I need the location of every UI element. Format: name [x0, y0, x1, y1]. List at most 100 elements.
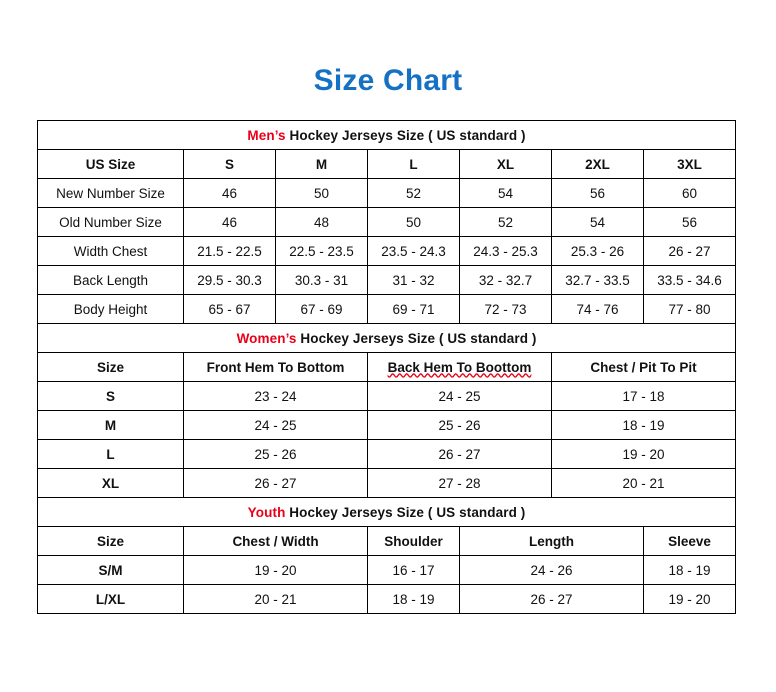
womens-cell: 23 - 24 — [183, 381, 368, 411]
mens-col-head-l: L — [367, 149, 460, 179]
mens-cell: 56 — [551, 178, 644, 208]
mens-cell: 23.5 - 24.3 — [367, 236, 460, 266]
size-chart-body: Men’s Hockey Jerseys Size ( US standard … — [36, 120, 737, 614]
mens-row-label: Body Height — [37, 294, 184, 324]
mens-cell: 29.5 - 30.3 — [183, 265, 276, 295]
mens-cell: 77 - 80 — [642, 294, 737, 324]
youth-col-head-shoulder: Shoulder — [367, 526, 460, 556]
youth-cell: 16 - 17 — [367, 555, 460, 585]
mens-cell: 52 — [367, 178, 460, 208]
mens-col-head-us-size: US Size — [37, 149, 184, 179]
mens-cell: 32 - 32.7 — [459, 265, 552, 295]
mens-cell: 31 - 32 — [367, 265, 460, 295]
mens-row-label: Width Chest — [37, 236, 184, 266]
table-row: New Number Size 46 50 52 54 56 60 — [37, 178, 737, 208]
mens-col-head-s: S — [183, 149, 276, 179]
mens-cell: 22.5 - 23.5 — [275, 236, 368, 266]
youth-section-header-row: Youth Hockey Jerseys Size ( US standard … — [36, 497, 737, 527]
mens-cell: 54 — [459, 178, 552, 208]
youth-row-label: L/XL — [37, 584, 184, 614]
womens-cell: 17 - 18 — [550, 381, 737, 411]
youth-cell: 18 - 19 — [642, 555, 737, 585]
mens-section-rest: Hockey Jerseys Size ( US standard ) — [285, 127, 526, 143]
mens-col-head-m: M — [275, 149, 368, 179]
womens-cell: 24 - 25 — [183, 410, 368, 440]
mens-cell: 54 — [551, 207, 644, 237]
womens-section-header: Women’s Hockey Jerseys Size ( US standar… — [36, 323, 737, 353]
page-title: Size Chart — [313, 64, 463, 97]
youth-cell: 19 - 20 — [183, 555, 368, 585]
womens-cell: 24 - 25 — [367, 381, 552, 411]
womens-section-accent: Women’s — [236, 330, 297, 346]
youth-row-label: S/M — [37, 555, 184, 585]
mens-col-head-xl: XL — [459, 149, 552, 179]
youth-col-head-chest-width: Chest / Width — [183, 526, 368, 556]
table-row: S/M 19 - 20 16 - 17 24 - 26 18 - 19 — [37, 555, 737, 585]
mens-col-head-2xl: 2XL — [551, 149, 644, 179]
womens-cell: 19 - 20 — [550, 439, 737, 469]
mens-cell: 65 - 67 — [183, 294, 276, 324]
youth-section-accent: Youth — [247, 504, 286, 520]
womens-section-rest: Hockey Jerseys Size ( US standard ) — [296, 330, 537, 346]
table-row: Body Height 65 - 67 67 - 69 69 - 71 72 -… — [37, 294, 737, 324]
womens-row-label: S — [37, 381, 184, 411]
mens-cell: 50 — [275, 178, 368, 208]
youth-column-header-row: Size Chest / Width Shoulder Length Sleev… — [37, 526, 737, 556]
mens-cell: 48 — [275, 207, 368, 237]
table-row: M 24 - 25 25 - 26 18 - 19 — [37, 410, 737, 440]
table-row: L 25 - 26 26 - 27 19 - 20 — [37, 439, 737, 469]
mens-cell: 33.5 - 34.6 — [642, 265, 737, 295]
mens-cell: 26 - 27 — [642, 236, 737, 266]
mens-section-header-row: Men’s Hockey Jerseys Size ( US standard … — [36, 120, 737, 150]
mens-cell: 56 — [642, 207, 737, 237]
womens-row-label: L — [37, 439, 184, 469]
size-chart-table-wrap: Men’s Hockey Jerseys Size ( US standard … — [36, 120, 737, 614]
youth-col-head-sleeve: Sleeve — [642, 526, 737, 556]
mens-cell: 50 — [367, 207, 460, 237]
youth-cell: 26 - 27 — [459, 584, 644, 614]
mens-column-header-row: US Size S M L XL 2XL 3XL — [37, 149, 737, 179]
mens-row-label: Old Number Size — [37, 207, 184, 237]
womens-cell: 27 - 28 — [367, 468, 552, 498]
womens-cell: 26 - 27 — [183, 468, 368, 498]
mens-cell: 72 - 73 — [459, 294, 552, 324]
youth-col-head-size: Size — [37, 526, 184, 556]
womens-row-label: M — [37, 410, 184, 440]
table-row: XL 26 - 27 27 - 28 20 - 21 — [37, 468, 737, 498]
youth-cell: 20 - 21 — [183, 584, 368, 614]
youth-section-rest: Hockey Jerseys Size ( US standard ) — [285, 504, 526, 520]
mens-row-label: New Number Size — [37, 178, 184, 208]
womens-column-header-row: Size Front Hem To Bottom Back Hem To Boo… — [37, 352, 737, 382]
youth-cell: 24 - 26 — [459, 555, 644, 585]
youth-cell: 18 - 19 — [367, 584, 460, 614]
size-chart-table: Men’s Hockey Jerseys Size ( US standard … — [36, 120, 737, 614]
womens-col-head-back-hem-text: Back Hem To Boottom — [387, 359, 532, 375]
womens-col-head-back-hem: Back Hem To Boottom — [367, 352, 552, 382]
mens-section-header: Men’s Hockey Jerseys Size ( US standard … — [36, 120, 737, 150]
mens-cell: 67 - 69 — [275, 294, 368, 324]
table-row: Old Number Size 46 48 50 52 54 56 — [37, 207, 737, 237]
womens-cell: 26 - 27 — [367, 439, 552, 469]
womens-cell: 25 - 26 — [367, 410, 552, 440]
mens-col-head-3xl: 3XL — [642, 149, 737, 179]
womens-col-head-chest-pit: Chest / Pit To Pit — [550, 352, 737, 382]
womens-section-header-row: Women’s Hockey Jerseys Size ( US standar… — [36, 323, 737, 353]
mens-cell: 46 — [183, 178, 276, 208]
youth-cell: 19 - 20 — [642, 584, 737, 614]
table-row: L/XL 20 - 21 18 - 19 26 - 27 19 - 20 — [37, 584, 737, 614]
womens-cell: 18 - 19 — [550, 410, 737, 440]
youth-section-header: Youth Hockey Jerseys Size ( US standard … — [36, 497, 737, 527]
mens-section-accent: Men’s — [247, 127, 286, 143]
mens-cell: 74 - 76 — [551, 294, 644, 324]
table-row: Width Chest 21.5 - 22.5 22.5 - 23.5 23.5… — [37, 236, 737, 266]
mens-cell: 52 — [459, 207, 552, 237]
womens-cell: 25 - 26 — [183, 439, 368, 469]
mens-cell: 25.3 - 26 — [551, 236, 644, 266]
mens-cell: 60 — [642, 178, 737, 208]
mens-cell: 32.7 - 33.5 — [551, 265, 644, 295]
mens-cell: 30.3 - 31 — [275, 265, 368, 295]
mens-cell: 24.3 - 25.3 — [459, 236, 552, 266]
mens-cell: 21.5 - 22.5 — [183, 236, 276, 266]
mens-cell: 69 - 71 — [367, 294, 460, 324]
